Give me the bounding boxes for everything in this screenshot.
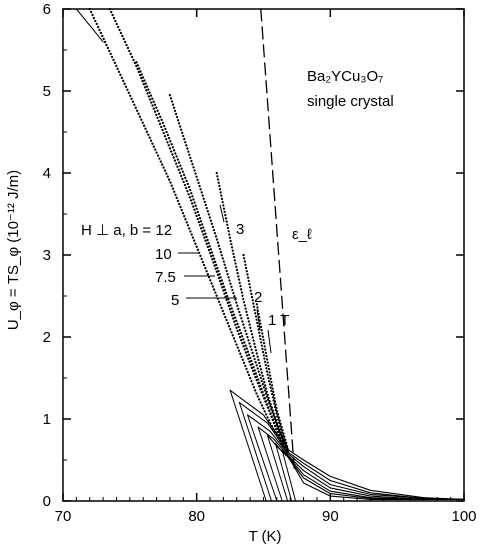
- sample-label: single crystal: [307, 93, 394, 110]
- x-axis-label: T (K): [248, 528, 281, 545]
- y-tick-label: 5: [43, 83, 51, 100]
- x-tick-label: 80: [188, 508, 205, 525]
- series-fit-1-T: [281, 449, 297, 502]
- label-leaders: [178, 204, 272, 354]
- y-tick-label: 6: [43, 1, 51, 18]
- field-label-3: 3: [236, 221, 244, 238]
- y-tick-label: 2: [43, 329, 51, 346]
- series-solid-12: [229, 389, 465, 500]
- y-tick-label: 0: [43, 493, 51, 510]
- series-dotted-2: [242, 253, 288, 449]
- series-dotted-3: [215, 171, 290, 453]
- epsilon-label: ε_ℓ: [292, 226, 312, 243]
- series-solid-5: [257, 426, 465, 500]
- series-solid-3: [266, 434, 465, 500]
- x-tick-label: 90: [322, 508, 339, 525]
- series-fit-12: [75, 8, 104, 43]
- y-tick-label: 3: [43, 247, 51, 264]
- series-epsilon-dashed: [260, 8, 295, 469]
- series-dotted-5: [168, 93, 290, 453]
- ticks: 70 80 90 100 0 1 2 3 4 5 6: [43, 1, 477, 525]
- compound-label: Ba₂YCu₃O₇: [307, 68, 383, 85]
- x-tick-label: 100: [451, 508, 476, 525]
- field-label-2: 2: [254, 289, 262, 306]
- series-fit-7-5: [247, 414, 278, 502]
- leader-3: [219, 204, 225, 223]
- plot-frame: [62, 8, 465, 502]
- series-dotted-7-5: [135, 61, 289, 453]
- series-fit-5: [257, 426, 283, 502]
- series-dotted-1-T: [255, 303, 289, 449]
- series-solid-10: [238, 402, 465, 500]
- field-label-10: 10: [155, 246, 172, 263]
- field-prefix-label: H ⊥ a, b = 12: [81, 222, 172, 239]
- leader-1t: [267, 329, 272, 354]
- field-label-7-5: 7.5: [155, 269, 176, 286]
- leader-2: [256, 308, 261, 331]
- series-fit-12: [229, 389, 267, 502]
- series-fit-3: [267, 434, 289, 502]
- series-solid-2: [274, 443, 465, 500]
- field-label-1t: 1 T: [268, 312, 289, 329]
- series-dotted-12: [88, 7, 285, 449]
- x-tick-label: 70: [55, 508, 72, 525]
- y-tick-label: 1: [43, 411, 51, 428]
- field-label-5: 5: [171, 292, 179, 309]
- y-axis-label: U_φ = TS_φ (10⁻¹² J/m): [5, 170, 22, 330]
- series-solid-1-T: [281, 449, 465, 500]
- series-layer: [75, 7, 465, 502]
- y-tick-label: 4: [43, 165, 51, 182]
- series-solid-7-5: [246, 414, 465, 500]
- series-fit-10: [238, 402, 272, 502]
- series-fit-2: [275, 443, 293, 502]
- series-dotted-10: [108, 7, 289, 452]
